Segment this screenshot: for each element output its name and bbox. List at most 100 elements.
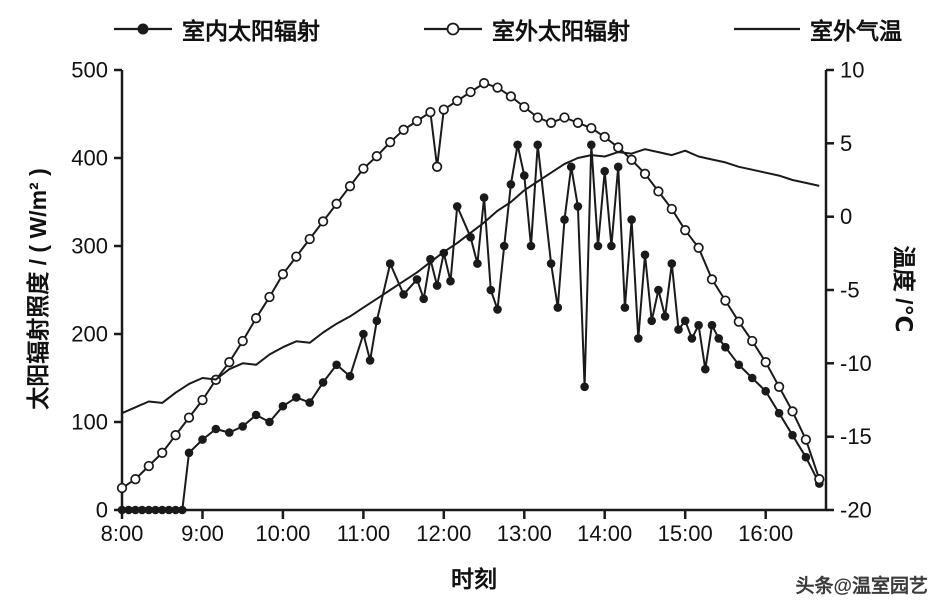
marker-open-circle [277,269,289,280]
series-line-temp [121,148,820,415]
marker-open-circle [680,225,691,236]
watermark: 头条@温室园艺 [795,576,928,597]
marker-filled-circle [667,259,677,268]
marker-open-circle [519,101,530,113]
marker-filled-circle [385,259,395,268]
marker-open-circle [492,82,503,93]
marker-open-circle [224,357,235,368]
x-tick-label: 11:00 [337,521,390,546]
marker-filled-circle [171,505,180,515]
marker-filled-circle [613,162,623,172]
marker-filled-circle [587,140,596,150]
marker-filled-circle [157,505,167,515]
marker-filled-circle [292,393,301,402]
marker-open-circle [398,124,409,135]
marker-filled-circle [701,364,710,374]
marker-open-circle [237,335,248,347]
y-left-tick-label: 100 [71,410,108,435]
marker-filled-circle [318,378,328,387]
marker-filled-circle [674,325,683,334]
marker-filled-circle [546,259,556,268]
x-axis-title: 时刻 [451,566,497,592]
marker-filled-circle [580,382,589,392]
marker-filled-circle [198,435,207,444]
y-left-tick-label: 400 [71,146,108,171]
y-right-tick-label: -5 [840,278,860,303]
marker-open-circle [197,394,208,406]
marker-filled-circle [446,276,455,286]
marker-filled-circle [647,316,656,326]
marker-filled-circle [620,303,630,312]
y-right-tick-label: 10 [840,58,864,83]
marker-filled-circle [654,285,663,295]
marker-open-circle [250,313,262,324]
marker-filled-circle [493,305,502,314]
marker-open-circle [693,242,704,253]
marker-open-circle [639,168,651,179]
marker-filled-circle [238,422,247,431]
marker-filled-circle [600,166,609,176]
marker-filled-circle [178,505,187,515]
marker-filled-circle [479,193,489,202]
marker-open-circle [264,291,275,303]
marker-filled-circle [788,430,797,440]
marker-filled-circle [593,241,603,251]
x-tick-label: 14:00 [577,521,632,546]
legend-item-indoor: 室内太阳辐射 [112,12,320,46]
marker-open-circle [431,161,443,172]
marker-open-circle [653,186,664,197]
marker-open-circle [599,131,610,143]
marker-open-circle [157,447,168,458]
marker-open-circle [532,112,543,123]
x-tick-label: 15:00 [658,521,713,546]
marker-open-circle [425,107,436,118]
marker-filled-circle [513,140,522,150]
x-tick-label: 12:00 [416,521,471,546]
x-tick-label: 8:00 [101,521,144,546]
legend-label-outdoor: 室外太阳辐射 [492,18,630,44]
marker-open-circle [505,91,517,102]
marker-filled-circle [184,448,194,458]
marker-open-circle [613,142,624,153]
marker-open-circle [170,430,181,441]
marker-filled-circle [627,215,636,224]
legend-item-temp: 室外气温 [732,12,902,46]
filled-circle-marker-icon [114,23,172,35]
marker-filled-circle [680,316,690,326]
y-left-tick-label: 300 [71,234,108,259]
marker-open-circle [291,251,302,262]
marker-open-circle [787,406,798,417]
y-left-tick-label: 0 [96,498,108,523]
marker-filled-circle [499,241,509,251]
marker-open-circle [747,335,758,347]
marker-open-circle [760,357,771,368]
marker-filled-circle [774,408,784,418]
marker-open-circle [385,137,396,148]
marker-filled-circle [359,329,368,339]
marker-filled-circle [526,241,536,251]
marker-filled-circle [660,312,670,321]
marker-filled-circle [412,275,422,284]
y-right-tick-label: 0 [840,204,852,229]
marker-filled-circle [419,294,429,304]
marker-open-circle [559,112,570,123]
marker-filled-circle [211,424,221,434]
marker-filled-circle [117,505,127,515]
marker-filled-circle [714,334,723,343]
x-tick-label: 13:00 [497,521,552,546]
marker-filled-circle [761,386,770,396]
marker-open-circle [465,86,476,98]
marker-filled-circle [124,505,133,515]
marker-filled-circle [573,202,583,211]
marker-filled-circle [251,410,261,420]
x-tick-label: 9:00 [181,521,224,546]
y-axis-right-title: 温度 /℃ [891,245,917,333]
marker-filled-circle [399,290,408,299]
marker-filled-circle [506,180,516,189]
marker-filled-circle [801,452,811,462]
legend-label-indoor: 室内太阳辐射 [182,18,320,44]
marker-open-circle [331,198,342,209]
marker-filled-circle [721,342,730,352]
marker-filled-circle [305,398,315,407]
marker-open-circle [545,117,557,128]
